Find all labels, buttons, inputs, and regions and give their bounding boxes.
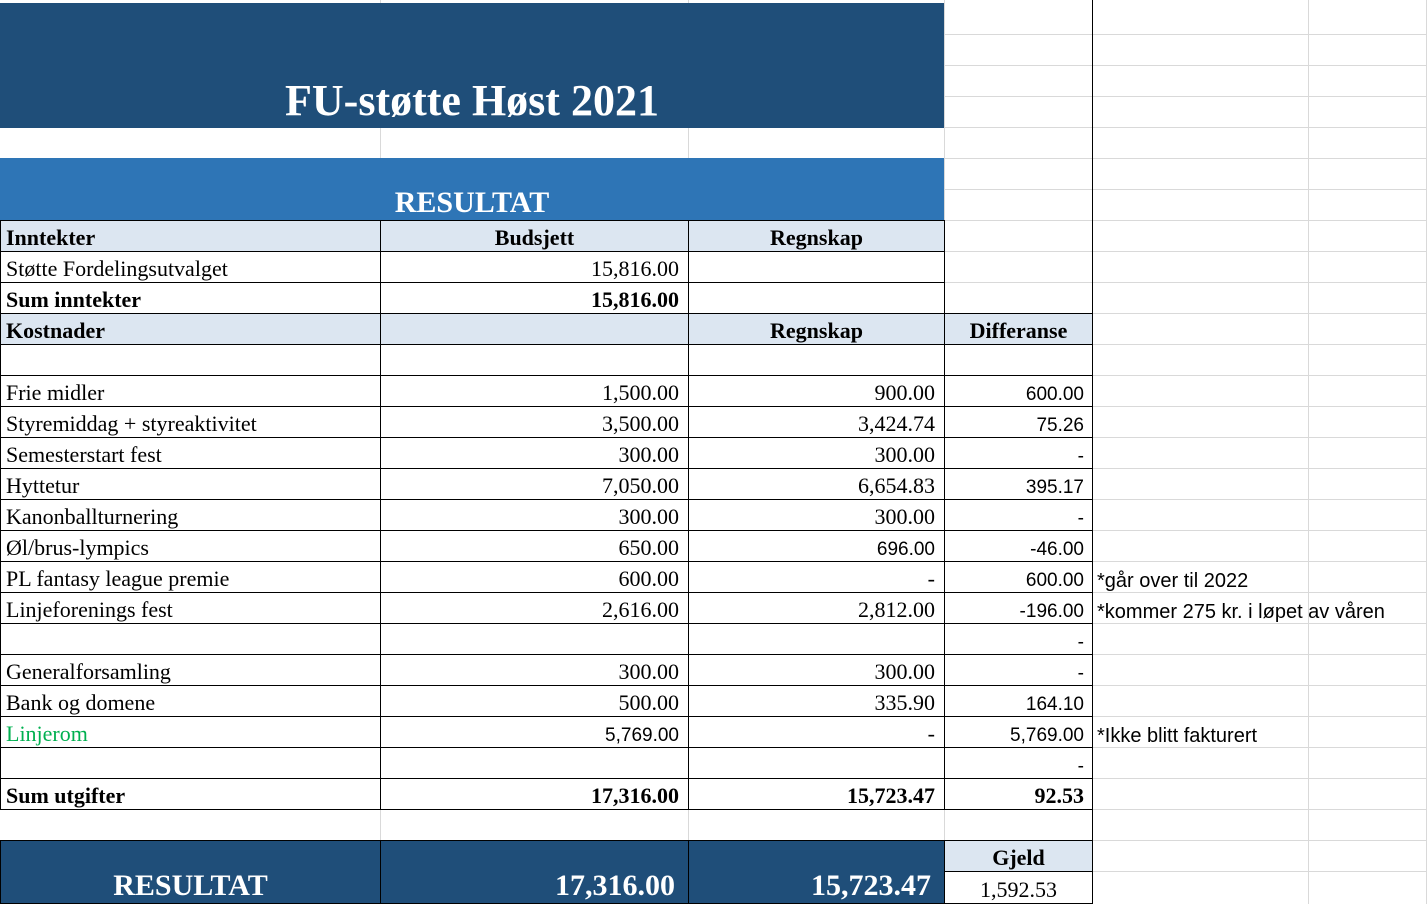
costs-header: Kostnader — [0, 313, 381, 345]
cost-row-label: PL fantasy league premie — [0, 561, 381, 593]
cost-row-diff: 164.10 — [944, 685, 1093, 717]
cost-row-label: Semesterstart fest — [0, 437, 381, 469]
cost-row-accounts: 3,424.74 — [688, 406, 945, 438]
cost-row-diff: - — [944, 654, 1093, 686]
cost-row-budget: 300.00 — [380, 499, 689, 531]
cost-row-label — [0, 623, 381, 655]
cost-row-note: *Ikke blitt fakturert — [1097, 725, 1258, 747]
cost-row-label: Bank og domene — [0, 685, 381, 717]
cost-row-diff: - — [944, 747, 1093, 779]
cost-row-label: Generalforsamling — [0, 654, 381, 686]
sum-income-budget: 15,816.00 — [380, 282, 689, 314]
cost-row-budget: 2,616.00 — [380, 592, 689, 624]
cost-row-budget: 7,050.00 — [380, 468, 689, 500]
cost-row-accounts: 300.00 — [688, 654, 945, 686]
cost-row-budget: 300.00 — [380, 654, 689, 686]
cost-row-label — [0, 344, 381, 376]
income-header: Inntekter — [0, 220, 381, 252]
cost-row-label: Hyttetur — [0, 468, 381, 500]
cost-row-diff: 395.17 — [944, 468, 1093, 500]
cost-row-diff: 600.00 — [944, 561, 1093, 593]
cost-row-budget: 500.00 — [380, 685, 689, 717]
cost-row-diff — [944, 344, 1093, 376]
title-banner: FU-støtte Høst 2021 — [0, 3, 944, 128]
cost-row-note: *går over til 2022 — [1097, 570, 1249, 592]
cost-row-label: Styremiddag + styreaktivitet — [0, 406, 381, 438]
cost-row-budget — [380, 344, 689, 376]
sum-costs-budget: 17,316.00 — [380, 778, 689, 810]
costs-diff-header: Differanse — [944, 313, 1093, 345]
accounts-header: Regnskap — [688, 220, 945, 252]
cost-row-diff: - — [944, 499, 1093, 531]
cost-row-accounts: 6,654.83 — [688, 468, 945, 500]
sum-income-accounts — [688, 282, 945, 314]
cost-row-label — [0, 747, 381, 779]
cost-row-accounts: - — [688, 716, 945, 748]
cost-row-budget — [380, 747, 689, 779]
cost-row-accounts: 335.90 — [688, 685, 945, 717]
cost-row-label: Øl/brus-lympics — [0, 530, 381, 562]
cost-row-diff: -46.00 — [944, 530, 1093, 562]
cost-row-accounts — [688, 623, 945, 655]
result-accounts-cell: 15,723.47 — [688, 840, 945, 904]
income-row-accounts — [688, 251, 945, 283]
cost-row-budget: 300.00 — [380, 437, 689, 469]
sum-costs-diff: 92.53 — [944, 778, 1093, 810]
income-row-budget: 15,816.00 — [380, 251, 689, 283]
cost-row-accounts — [688, 344, 945, 376]
sum-costs-label: Sum utgifter — [0, 778, 381, 810]
cost-row-budget: 600.00 — [380, 561, 689, 593]
cost-row-accounts: - — [688, 561, 945, 593]
cost-row-label: Frie midler — [0, 375, 381, 407]
cost-row-budget: 5,769.00 — [380, 716, 689, 748]
cost-row-diff: - — [944, 437, 1093, 469]
page-title: FU-støtte Høst 2021 — [285, 76, 659, 125]
costs-accounts-header: Regnskap — [688, 313, 945, 345]
section-title: RESULTAT — [394, 186, 550, 219]
debt-value: 1,592.53 — [944, 871, 1093, 904]
cost-row-diff: 5,769.00 — [944, 716, 1093, 748]
cost-row-label: Linjeforenings fest — [0, 592, 381, 624]
cost-row-accounts: 900.00 — [688, 375, 945, 407]
cost-row-budget — [380, 623, 689, 655]
cost-row-diff: - — [944, 623, 1093, 655]
cost-row-budget: 1,500.00 — [380, 375, 689, 407]
cost-row-diff: 600.00 — [944, 375, 1093, 407]
cost-row-diff: -196.00 — [944, 592, 1093, 624]
cost-row-diff: 75.26 — [944, 406, 1093, 438]
result-budget-cell: 17,316.00 — [380, 840, 689, 904]
section-header: RESULTAT — [0, 158, 944, 220]
costs-budget-header — [380, 313, 689, 345]
sum-costs-accounts: 15,723.47 — [688, 778, 945, 810]
result-label-cell: RESULTAT — [0, 840, 381, 904]
cost-row-label: Kanonballturnering — [0, 499, 381, 531]
cost-row-accounts: 696.00 — [688, 530, 945, 562]
sum-income-label: Sum inntekter — [0, 282, 381, 314]
debt-header: Gjeld — [944, 840, 1093, 872]
cost-row-accounts: 300.00 — [688, 437, 945, 469]
cost-row-budget: 3,500.00 — [380, 406, 689, 438]
result-budget: 17,316.00 — [555, 869, 675, 902]
cost-row-budget: 650.00 — [380, 530, 689, 562]
cost-row-accounts: 2,812.00 — [688, 592, 945, 624]
income-row-label: Støtte Fordelingsutvalget — [0, 251, 381, 283]
budget-header: Budsjett — [380, 220, 689, 252]
result-accounts: 15,723.47 — [811, 869, 931, 902]
cost-row-note: *kommer 275 kr. i løpet av våren — [1097, 601, 1385, 623]
cost-row-accounts: 300.00 — [688, 499, 945, 531]
cost-row-label: Linjerom — [0, 716, 381, 748]
result-label: RESULTAT — [113, 869, 268, 902]
cost-row-accounts — [688, 747, 945, 779]
